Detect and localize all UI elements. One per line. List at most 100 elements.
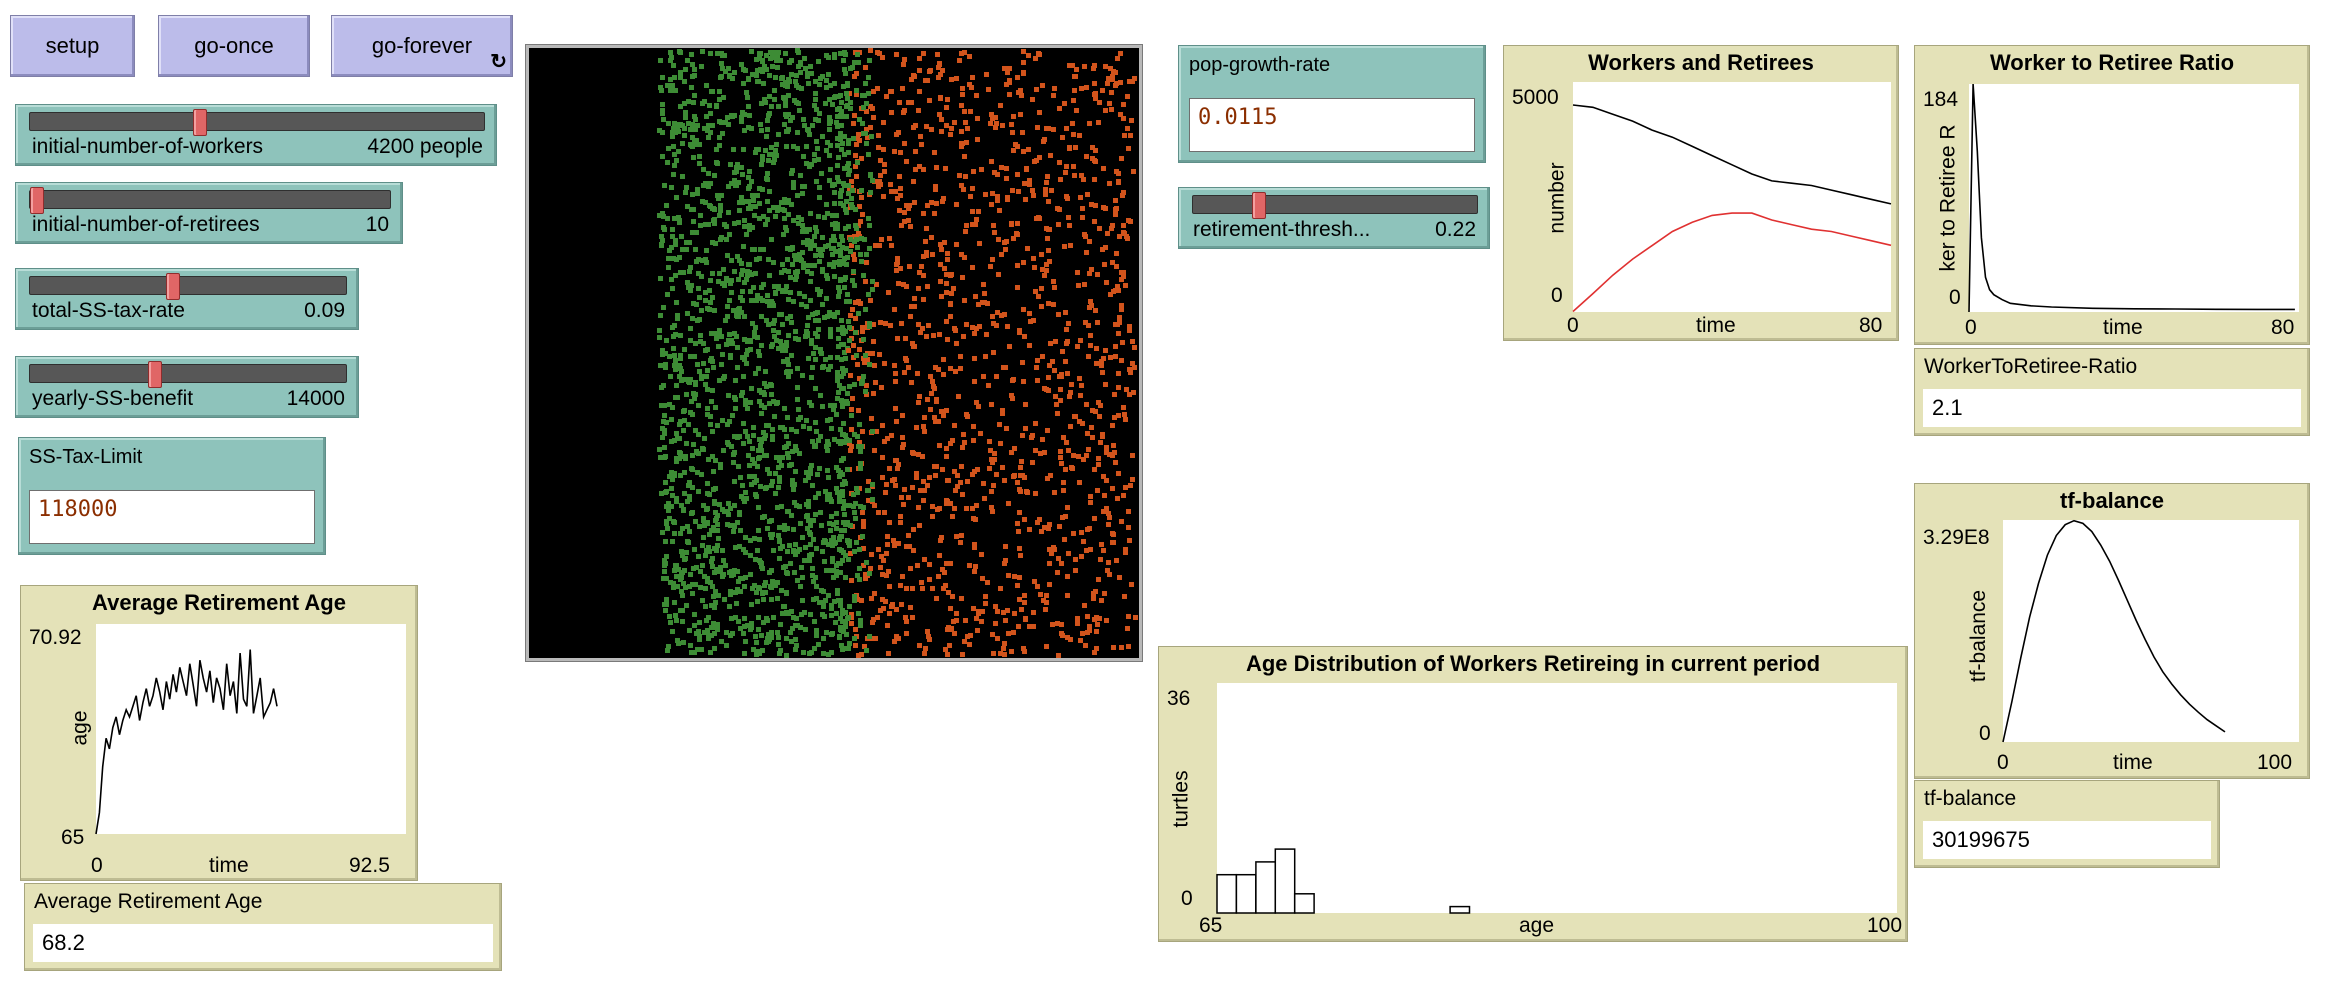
go-once-button[interactable]: go-once [158,15,310,77]
slider-initial-number-of-workers[interactable]: initial-number-of-workers 4200 people [15,104,497,166]
worker-turtle [847,338,852,343]
worker-turtle [797,291,802,296]
y-min-label: 0 [1949,286,1961,309]
retiree-turtle [1040,267,1045,272]
retiree-turtle [932,415,937,420]
worker-turtle [770,479,775,484]
go-once-button-label: go-once [194,33,274,58]
slider-yearly-ss-benefit[interactable]: yearly-SS-benefit 14000 [15,356,359,418]
retiree-turtle [857,347,862,352]
worker-turtle [729,338,734,343]
worker-turtle [750,193,755,198]
worker-turtle [729,290,734,295]
retiree-turtle [952,120,957,125]
retiree-turtle [927,637,932,642]
slider-knob[interactable] [1252,192,1266,219]
worker-turtle [738,475,743,480]
worker-turtle [765,526,770,531]
slider-track[interactable] [29,361,347,388]
retiree-turtle [944,290,949,295]
monitor-tf-balance: tf-balance 30199675 [1914,780,2220,868]
retiree-turtle [948,314,953,319]
retiree-turtle [918,134,923,139]
worker-turtle [794,429,799,434]
series-line-0 [1968,83,2295,313]
ss-tax-limit-field[interactable]: 118000 [29,490,315,544]
worker-turtle [697,637,702,642]
retiree-turtle [857,486,862,491]
worker-turtle [830,213,835,218]
retiree-turtle [1084,453,1089,458]
world-view[interactable] [526,45,1142,661]
retiree-turtle [1110,260,1115,265]
worker-turtle [743,68,748,73]
retiree-turtle [1083,643,1088,648]
worker-turtle [777,651,782,656]
worker-turtle [840,325,845,330]
ss-tax-limit-input[interactable]: SS-Tax-Limit 118000 [18,437,326,555]
slider-initial-number-of-retirees[interactable]: initial-number-of-retirees 10 [15,182,403,244]
slider-track[interactable] [29,109,485,136]
worker-turtle [753,634,758,639]
retiree-turtle [1042,525,1047,530]
worker-turtle [696,403,701,408]
worker-turtle [734,334,739,339]
worker-turtle [683,115,688,120]
worker-turtle [726,393,731,398]
retiree-turtle [910,615,915,620]
worker-turtle [796,50,801,55]
worker-turtle [706,615,711,620]
slider-value: 0.22 [1435,218,1476,241]
retiree-turtle [1002,641,1007,646]
retiree-turtle [899,602,904,607]
worker-turtle [825,448,830,453]
worker-turtle [775,596,780,601]
worker-turtle [677,363,682,368]
worker-turtle [725,314,730,319]
slider-track[interactable] [29,273,347,300]
worker-turtle [676,567,681,572]
pop-growth-rate-input[interactable]: pop-growth-rate 0.0115 [1178,45,1486,163]
retiree-turtle [1066,551,1071,556]
retiree-turtle [1122,594,1127,599]
retiree-turtle [941,372,946,377]
worker-turtle [668,88,673,93]
retiree-turtle [1018,112,1023,117]
worker-turtle [764,134,769,139]
slider-knob[interactable] [193,109,207,136]
worker-turtle [785,257,790,262]
retiree-turtle [985,580,990,585]
retiree-turtle [871,617,876,622]
go-forever-button[interactable]: go-forever ↻ [331,15,513,77]
slider-track[interactable] [1192,192,1478,219]
retiree-turtle [965,479,970,484]
worker-turtle [755,599,760,604]
slider-knob[interactable] [148,361,162,388]
retiree-turtle [1087,271,1092,276]
retiree-turtle [1130,79,1135,84]
worker-turtle [673,273,678,278]
slider-track[interactable] [29,187,391,214]
slider-retirement-threshold[interactable]: retirement-thresh... 0.22 [1178,187,1490,249]
retiree-turtle [1096,456,1101,461]
retiree-turtle [1002,478,1007,483]
worker-turtle [730,631,735,636]
pop-growth-rate-field[interactable]: 0.0115 [1189,98,1475,152]
worker-turtle [746,175,751,180]
x-min-label: 0 [1965,316,1977,339]
retiree-turtle [932,464,937,469]
retiree-turtle [930,514,935,519]
slider-knob[interactable] [166,273,180,300]
worker-turtle [773,214,778,219]
retiree-turtle [968,194,973,199]
setup-button[interactable]: setup [10,15,135,77]
worker-turtle [672,600,677,605]
retiree-turtle [1030,97,1035,102]
worker-turtle [839,318,844,323]
slider-total-ss-tax-rate[interactable]: total-SS-tax-rate 0.09 [15,268,359,330]
retiree-turtle [1068,243,1073,248]
worker-turtle [718,208,723,213]
retiree-turtle [972,379,977,384]
worker-turtle [762,405,767,410]
slider-knob[interactable] [30,187,44,214]
